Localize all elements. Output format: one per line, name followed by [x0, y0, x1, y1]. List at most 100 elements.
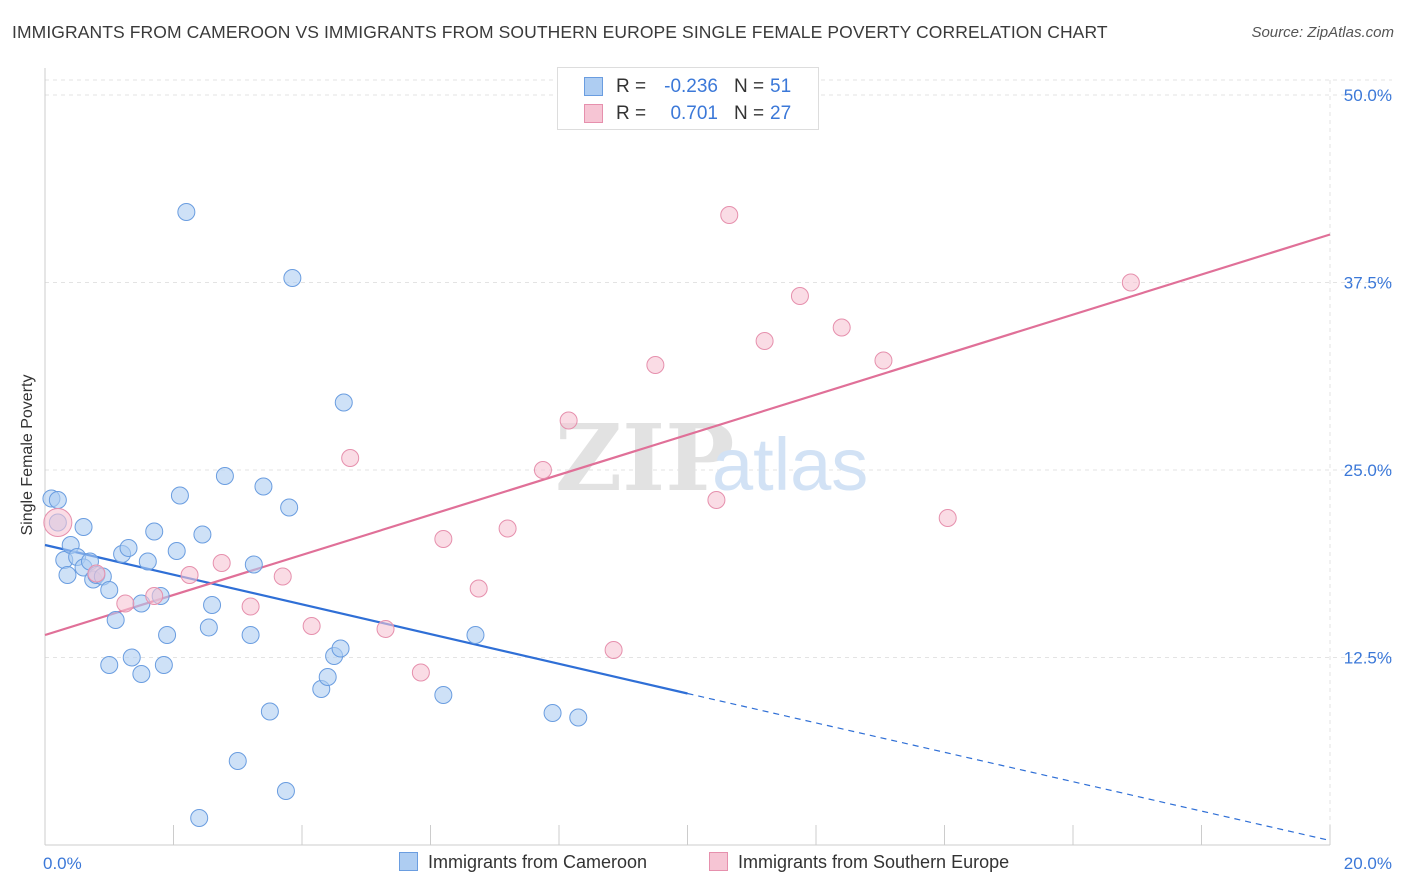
point-cameroon [154, 656, 173, 674]
legend-row-southern-europe: R = 0.701 N = 27 [558, 101, 818, 127]
legend-swatch-pink [709, 852, 728, 871]
watermark: ZIP atlas [555, 404, 868, 512]
point-cameroon [228, 752, 247, 770]
point-southern-europe [302, 617, 321, 635]
trendline-cameroon-extrapolated [687, 692, 1331, 842]
point-cameroon [119, 539, 138, 557]
y-tick-label: 37.5% [1344, 274, 1392, 293]
legend-n-value: 51 [770, 76, 792, 97]
point-southern-europe [145, 587, 164, 605]
point-cameroon [170, 486, 189, 505]
legend-n-label: N = [734, 76, 765, 97]
point-southern-europe [212, 554, 231, 572]
y-tick-label: 50.0% [1344, 86, 1392, 105]
point-cameroon [569, 708, 588, 727]
tick-labels: 12.5% 25.0% 37.5% 50.0% 0.0% 20.0% [43, 86, 1392, 873]
point-southern-europe [43, 508, 73, 537]
point-cameroon [254, 477, 273, 496]
y-tick-label: 12.5% [1344, 649, 1392, 668]
point-cameroon [434, 686, 453, 704]
point-southern-europe [604, 641, 623, 659]
point-cameroon [158, 626, 177, 644]
point-cameroon [100, 581, 119, 599]
point-cameroon [145, 522, 164, 541]
point-southern-europe [241, 597, 260, 616]
legend-label-cameroon: Immigrants from Cameroon [428, 852, 648, 872]
legend-item-southern-europe[interactable]: Immigrants from Southern Europe [709, 852, 1009, 873]
trend-lines [44, 233, 1331, 842]
point-cameroon [190, 809, 209, 827]
point-cameroon [132, 665, 151, 683]
point-southern-europe [790, 287, 809, 305]
source-credit: Source: ZipAtlas.com [1251, 24, 1394, 41]
x-tick-label: 0.0% [43, 854, 82, 873]
point-southern-europe [180, 566, 199, 584]
point-southern-europe [273, 567, 292, 586]
point-southern-europe [469, 579, 488, 598]
chart-title: IMMIGRANTS FROM CAMEROON VS IMMIGRANTS F… [12, 22, 1108, 42]
legend-r-value: -0.236 [664, 76, 718, 97]
legend-swatch-blue [399, 852, 418, 871]
point-cameroon [100, 656, 119, 674]
legend-r-value: 0.701 [670, 103, 718, 124]
point-cameroon [215, 467, 234, 485]
point-cameroon [138, 552, 157, 571]
point-cameroon [334, 393, 353, 412]
legend-r-label: R = [616, 103, 647, 124]
point-cameroon [318, 668, 337, 686]
point-southern-europe [874, 351, 893, 370]
point-cameroon [543, 704, 562, 722]
point-cameroon [276, 782, 295, 800]
point-southern-europe [559, 411, 578, 430]
point-cameroon [203, 596, 222, 614]
point-cameroon [106, 611, 125, 629]
point-southern-europe [755, 332, 774, 350]
point-southern-europe [411, 663, 430, 682]
point-southern-europe [376, 620, 395, 638]
point-southern-europe [533, 461, 552, 479]
point-southern-europe [498, 519, 517, 538]
point-southern-europe [832, 318, 851, 337]
point-cameroon [58, 566, 77, 584]
point-cameroon [48, 491, 67, 509]
point-southern-europe [720, 206, 739, 224]
trendline-cameroon [44, 543, 688, 695]
point-cameroon [122, 648, 141, 667]
point-southern-europe [707, 491, 726, 509]
x-tick-label: 20.0% [1344, 854, 1392, 873]
point-cameroon [331, 639, 350, 658]
point-cameroon [167, 542, 186, 560]
point-cameroon [244, 555, 263, 574]
point-southern-europe [87, 564, 106, 583]
point-southern-europe [341, 449, 360, 467]
correlation-legend: R = -0.236 N = 51 R = 0.701 N = 27 [557, 67, 819, 130]
watermark-atlas: atlas [712, 423, 868, 506]
point-cameroon [193, 525, 212, 544]
y-tick-label: 25.0% [1344, 461, 1392, 480]
legend-row-cameroon: R = -0.236 N = 51 [558, 74, 818, 100]
point-southern-europe [116, 594, 135, 613]
legend-item-cameroon[interactable]: Immigrants from Cameroon [399, 852, 647, 873]
trendline-southern-europe [44, 233, 1331, 637]
point-cameroon [466, 626, 485, 644]
point-cameroon [199, 618, 218, 637]
point-southern-europe [938, 509, 957, 527]
legend-n-value: 27 [770, 103, 792, 124]
point-cameroon [280, 498, 299, 517]
point-cameroon [74, 518, 93, 536]
point-cameroon [260, 702, 279, 721]
point-southern-europe [1121, 273, 1140, 292]
watermark-zip: ZIP [555, 404, 734, 512]
point-cameroon [177, 203, 196, 221]
data-points [42, 203, 1140, 827]
legend-swatch-blue [584, 77, 603, 96]
legend-swatch-pink [584, 104, 603, 123]
point-cameroon [283, 269, 302, 287]
legend-r-label: R = [616, 76, 647, 97]
point-southern-europe [434, 530, 453, 548]
legend-label-southern-europe: Immigrants from Southern Europe [738, 852, 1010, 872]
point-southern-europe [646, 356, 665, 374]
legend-n-label: N = [734, 103, 765, 124]
axes [44, 68, 1331, 846]
